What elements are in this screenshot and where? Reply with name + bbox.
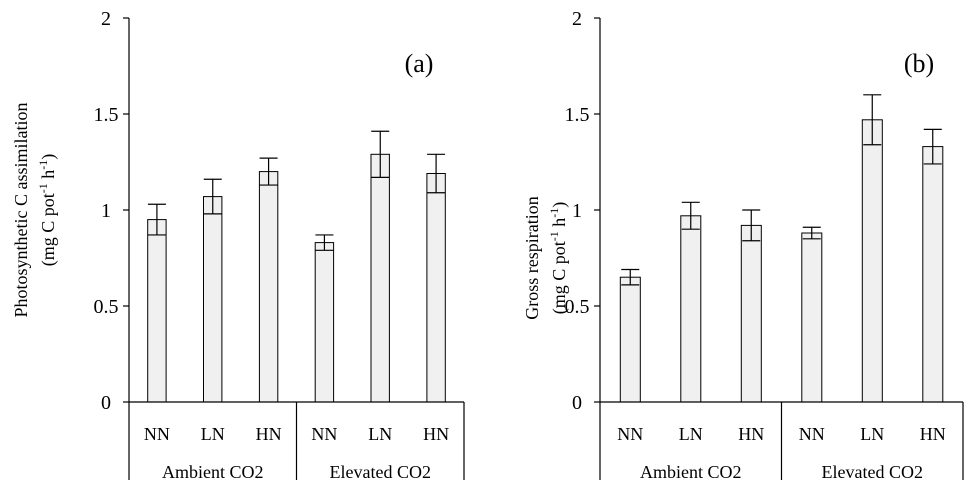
bar-b-1 [680,215,702,403]
bar-a-0 [147,219,167,403]
y-tick-label-b-3: 1.5 [565,104,590,126]
group-label-b-1: Elevated CO2 [822,462,923,482]
bar-b-5 [922,146,944,403]
category-label-a-0: NN [144,424,170,444]
category-label-a-3: NN [311,424,337,444]
bar-b-3 [801,232,823,403]
bar-a-1 [203,196,223,403]
panel-b: Gross respiration (mg C pot-1 h-1) (b) N… [522,8,964,482]
y-axis-title-b: Gross respiration [522,196,542,319]
panel-label-a: (a) [405,49,434,78]
y-axis-unit-a: (mg C pot-1 h-1) [36,154,59,267]
bar-b-2 [740,224,762,403]
category-label-a-2: HN [256,424,282,444]
bar-b-0 [619,276,641,403]
y-axis-unit-b: (mg C pot-1 h-1) [547,202,570,315]
bar-a-2 [258,171,279,403]
panel-a: Photosynthetic C assimilation (mg C pot-… [11,8,465,482]
y-tick-label-b-1: 0.5 [565,296,590,318]
bar-a-3 [314,242,335,403]
bar-a-5 [426,173,446,403]
bar-b-4 [861,119,883,403]
category-label-b-0: NN [617,424,643,444]
y-axis-label-b: Gross respiration (mg C pot-1 h-1) [522,196,570,319]
group-label-a-1: Elevated CO2 [330,462,431,482]
panel-label-b: (b) [904,49,934,78]
y-tick-label-a-3: 1.5 [94,104,119,126]
category-label-b-2: HN [738,424,764,444]
y-tick-label-a-0: 0 [101,392,111,414]
y-tick-label-b-0: 0 [572,392,582,414]
group-label-a-0: Ambient CO2 [162,462,264,482]
category-label-b-1: LN [679,424,703,444]
category-label-a-1: LN [201,424,225,444]
bar-a-4 [370,153,390,403]
y-tick-label-a-4: 2 [101,8,111,30]
y-axis-label-a: Photosynthetic C assimilation (mg C pot-… [11,103,59,318]
y-tick-label-a-2: 1 [101,200,111,222]
category-label-a-5: HN [423,424,449,444]
category-label-b-5: HN [920,424,946,444]
category-label-a-4: LN [368,424,392,444]
y-axis-title-a: Photosynthetic C assimilation [11,103,31,318]
y-tick-label-b-2: 1 [572,200,582,222]
y-tick-label-b-4: 2 [572,8,582,30]
group-label-b-0: Ambient CO2 [640,462,742,482]
category-label-b-4: LN [860,424,884,444]
category-label-b-3: NN [799,424,825,444]
y-tick-label-a-1: 0.5 [94,296,119,318]
